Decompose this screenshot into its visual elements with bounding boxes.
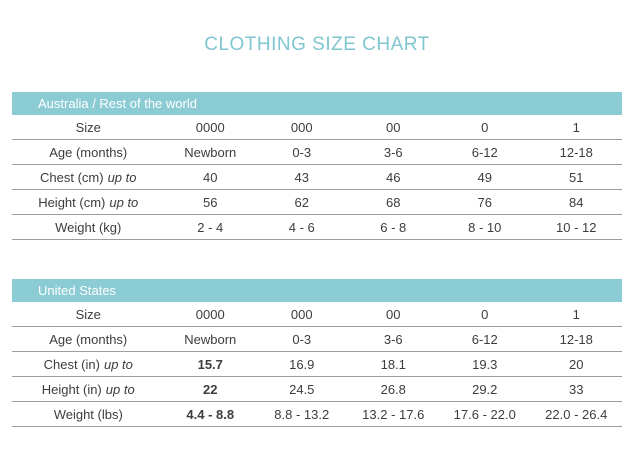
table-cell: 19.3 — [439, 351, 531, 377]
page-title: CLOTHING SIZE CHART — [204, 34, 430, 55]
table-cell: 62 — [256, 189, 348, 215]
row-label-text: Weight (lbs) — [53, 406, 123, 422]
table-cell: 1 — [530, 115, 622, 140]
row-label: Chest (in) up to — [12, 351, 165, 377]
table-cell: 43 — [256, 164, 348, 190]
table-header-united-states: United States — [12, 279, 622, 302]
row-label-text: Chest (cm) — [40, 169, 104, 185]
row-label: Weight (lbs) — [12, 401, 165, 427]
row-label: Weight (kg) — [12, 214, 165, 240]
table-cell: 00 — [347, 302, 439, 327]
table-cell: 00 — [347, 115, 439, 140]
size-table: Size 0000 000 00 0 1 Age (months) Newbor… — [12, 115, 622, 240]
table-cell: 22 — [164, 376, 256, 402]
table-cell: 10 - 12 — [530, 214, 622, 240]
table-cell: 000 — [256, 302, 348, 327]
table-row-height: Height (in) up to 22 24.5 26.8 29.2 33 — [12, 376, 622, 402]
row-label-italic: up to — [107, 169, 137, 185]
table-cell: 0-3 — [256, 139, 348, 165]
table-cell: 29.2 — [439, 376, 531, 402]
table-cell: 17.6 - 22.0 — [439, 401, 531, 427]
table-cell: 15.7 — [164, 351, 256, 377]
row-label: Age (months) — [12, 326, 165, 352]
row-label-text: Height (cm) — [38, 194, 106, 210]
size-table-united-states: United States Size 0000 000 00 0 1 Age (… — [12, 279, 622, 427]
table-cell: 2 - 4 — [164, 214, 256, 240]
row-label-text: Height (in) — [41, 381, 102, 397]
table-cell: 56 — [164, 189, 256, 215]
row-label: Height (cm) up to — [12, 189, 165, 215]
row-label-italic: up to — [109, 194, 139, 210]
table-cell: 46 — [347, 164, 439, 190]
table-row-weight: Weight (kg) 2 - 4 4 - 6 6 - 8 8 - 10 10 … — [12, 214, 622, 240]
row-label: Size — [12, 302, 165, 327]
table-row-chest: Chest (cm) up to 40 43 46 49 51 — [12, 164, 622, 190]
table-row-size: Size 0000 000 00 0 1 — [12, 302, 622, 327]
table-cell: 84 — [530, 189, 622, 215]
table-cell: 1 — [530, 302, 622, 327]
table-row-age: Age (months) Newborn 0-3 3-6 6-12 12-18 — [12, 139, 622, 165]
row-label-text: Size — [75, 119, 101, 135]
table-cell: 4 - 6 — [256, 214, 348, 240]
row-label: Age (months) — [12, 139, 165, 165]
table-cell: 68 — [347, 189, 439, 215]
table-cell: 0-3 — [256, 326, 348, 352]
table-cell: 3-6 — [347, 139, 439, 165]
table-cell: 18.1 — [347, 351, 439, 377]
table-cell: 6-12 — [439, 139, 531, 165]
row-label-text: Size — [75, 306, 101, 322]
row-label-text: Chest (in) — [43, 356, 100, 372]
table-header-australia: Australia / Rest of the world — [12, 92, 622, 115]
table-cell: Newborn — [164, 139, 256, 165]
table-cell: 22.0 - 26.4 — [530, 401, 622, 427]
row-label: Chest (cm) up to — [12, 164, 165, 190]
table-cell: 24.5 — [256, 376, 348, 402]
table-cell: 12-18 — [530, 139, 622, 165]
table-cell: 0 — [439, 302, 531, 327]
table-row-age: Age (months) Newborn 0-3 3-6 6-12 12-18 — [12, 326, 622, 352]
table-cell: 0000 — [164, 302, 256, 327]
table-cell: 20 — [530, 351, 622, 377]
row-label-italic: up to — [103, 356, 133, 372]
table-cell: 13.2 - 17.6 — [347, 401, 439, 427]
table-cell: 0 — [439, 115, 531, 140]
table-cell: 3-6 — [347, 326, 439, 352]
size-table-australia: Australia / Rest of the world Size 0000 … — [12, 92, 622, 240]
table-cell: 6-12 — [439, 326, 531, 352]
table-row-chest: Chest (in) up to 15.7 16.9 18.1 19.3 20 — [12, 351, 622, 377]
table-cell: 40 — [164, 164, 256, 190]
row-label: Height (in) up to — [12, 376, 165, 402]
table-cell: 51 — [530, 164, 622, 190]
table-cell: 16.9 — [256, 351, 348, 377]
row-label-text: Weight (kg) — [55, 219, 122, 235]
table-cell: 8 - 10 — [439, 214, 531, 240]
table-cell: 000 — [256, 115, 348, 140]
row-label-text: Age (months) — [49, 144, 128, 160]
table-cell: Newborn — [164, 326, 256, 352]
row-label-italic: up to — [105, 381, 135, 397]
table-row-weight: Weight (lbs) 4.4 - 8.8 8.8 - 13.2 13.2 -… — [12, 401, 622, 427]
table-cell: 12-18 — [530, 326, 622, 352]
table-cell: 76 — [439, 189, 531, 215]
row-label-text: Age (months) — [49, 331, 128, 347]
page: CLOTHING SIZE CHART Australia / Rest of … — [12, 34, 622, 427]
size-table: Size 0000 000 00 0 1 Age (months) Newbor… — [12, 302, 622, 427]
table-cell: 49 — [439, 164, 531, 190]
table-cell: 26.8 — [347, 376, 439, 402]
table-cell: 4.4 - 8.8 — [164, 401, 256, 427]
table-row-height: Height (cm) up to 56 62 68 76 84 — [12, 189, 622, 215]
table-row-size: Size 0000 000 00 0 1 — [12, 115, 622, 140]
table-cell: 6 - 8 — [347, 214, 439, 240]
row-label: Size — [12, 115, 165, 140]
table-cell: 33 — [530, 376, 622, 402]
table-cell: 8.8 - 13.2 — [256, 401, 348, 427]
table-cell: 0000 — [164, 115, 256, 140]
